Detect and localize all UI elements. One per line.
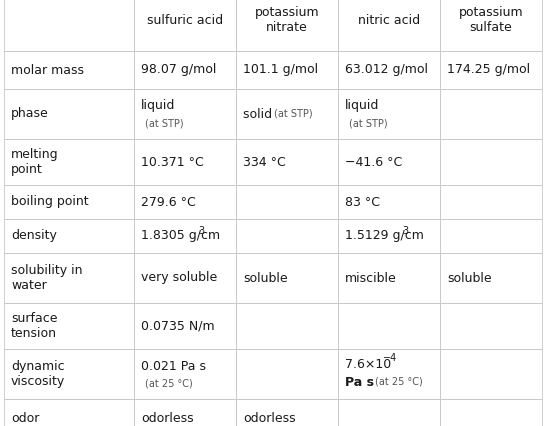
Bar [134, 219, 236, 253]
Text: 1.8305 g/cm: 1.8305 g/cm [141, 230, 220, 242]
Text: phase: phase [11, 107, 49, 121]
Text: 10.371 °C: 10.371 °C [141, 155, 204, 169]
Bar [236, 185, 338, 219]
Text: 98.07 g/mol: 98.07 g/mol [141, 63, 216, 77]
Text: nitric acid: nitric acid [358, 14, 420, 26]
Bar [338, 185, 440, 219]
Text: solid: solid [243, 107, 276, 121]
Text: 334 °C: 334 °C [243, 155, 286, 169]
Text: (at 25 °C): (at 25 °C) [375, 377, 423, 387]
Text: Pa s: Pa s [345, 375, 374, 389]
Text: 174.25 g/mol: 174.25 g/mol [447, 63, 530, 77]
Text: melting
point: melting point [11, 148, 58, 176]
Bar [338, 349, 440, 399]
Bar [134, 139, 236, 185]
Bar [338, 139, 440, 185]
Bar [4, 253, 134, 303]
Text: (at STP): (at STP) [145, 118, 183, 128]
Text: very soluble: very soluble [141, 271, 217, 285]
Text: odorless: odorless [243, 412, 295, 424]
Bar [338, 253, 440, 303]
Bar [134, 303, 236, 349]
Bar [236, 139, 338, 185]
Text: 1.5129 g/cm: 1.5129 g/cm [345, 230, 424, 242]
Bar [338, 51, 440, 89]
Bar [440, 185, 542, 219]
Bar [236, 349, 338, 399]
Bar [134, 253, 236, 303]
Text: 0.021 Pa s: 0.021 Pa s [141, 360, 206, 372]
Bar [4, 51, 134, 89]
Bar [4, 139, 134, 185]
Text: 83 °C: 83 °C [345, 196, 380, 208]
Bar [236, 51, 338, 89]
Bar [134, 0, 236, 51]
Text: 279.6 °C: 279.6 °C [141, 196, 196, 208]
Bar [440, 0, 542, 51]
Bar [236, 303, 338, 349]
Bar [4, 0, 134, 51]
Text: −41.6 °C: −41.6 °C [345, 155, 402, 169]
Text: surface
tension: surface tension [11, 312, 57, 340]
Text: 7.6×10: 7.6×10 [345, 357, 391, 371]
Bar [134, 51, 236, 89]
Bar [338, 303, 440, 349]
Text: (at STP): (at STP) [274, 109, 313, 119]
Text: potassium
nitrate: potassium nitrate [254, 6, 319, 34]
Text: soluble: soluble [243, 271, 288, 285]
Text: odor: odor [11, 412, 39, 424]
Text: 63.012 g/mol: 63.012 g/mol [345, 63, 428, 77]
Bar [134, 349, 236, 399]
Bar [4, 89, 134, 139]
Bar [440, 399, 542, 426]
Text: solubility in
water: solubility in water [11, 264, 82, 292]
Bar [440, 89, 542, 139]
Text: boiling point: boiling point [11, 196, 88, 208]
Bar [440, 51, 542, 89]
Bar [440, 349, 542, 399]
Bar [338, 399, 440, 426]
Bar [440, 253, 542, 303]
Text: soluble: soluble [447, 271, 491, 285]
Text: odorless: odorless [141, 412, 194, 424]
Bar [338, 89, 440, 139]
Bar [4, 399, 134, 426]
Text: liquid: liquid [141, 100, 175, 112]
Text: liquid: liquid [345, 100, 379, 112]
Bar [338, 0, 440, 51]
Text: (at 25 °C): (at 25 °C) [145, 378, 193, 388]
Bar [236, 219, 338, 253]
Bar [236, 253, 338, 303]
Text: density: density [11, 230, 57, 242]
Bar [236, 89, 338, 139]
Text: −4: −4 [383, 353, 397, 363]
Bar [134, 89, 236, 139]
Bar [134, 399, 236, 426]
Bar [440, 219, 542, 253]
Text: sulfuric acid: sulfuric acid [147, 14, 223, 26]
Text: miscible: miscible [345, 271, 397, 285]
Bar [236, 399, 338, 426]
Text: 101.1 g/mol: 101.1 g/mol [243, 63, 318, 77]
Bar [134, 185, 236, 219]
Text: dynamic
viscosity: dynamic viscosity [11, 360, 66, 388]
Text: 3: 3 [402, 226, 408, 236]
Text: 0.0735 N/m: 0.0735 N/m [141, 320, 215, 333]
Bar [4, 219, 134, 253]
Text: molar mass: molar mass [11, 63, 84, 77]
Bar [4, 349, 134, 399]
Bar [236, 0, 338, 51]
Bar [338, 219, 440, 253]
Bar [440, 303, 542, 349]
Text: (at STP): (at STP) [349, 118, 388, 128]
Bar [4, 185, 134, 219]
Text: potassium
sulfate: potassium sulfate [459, 6, 523, 34]
Bar [4, 303, 134, 349]
Bar [440, 139, 542, 185]
Text: 3: 3 [198, 226, 204, 236]
